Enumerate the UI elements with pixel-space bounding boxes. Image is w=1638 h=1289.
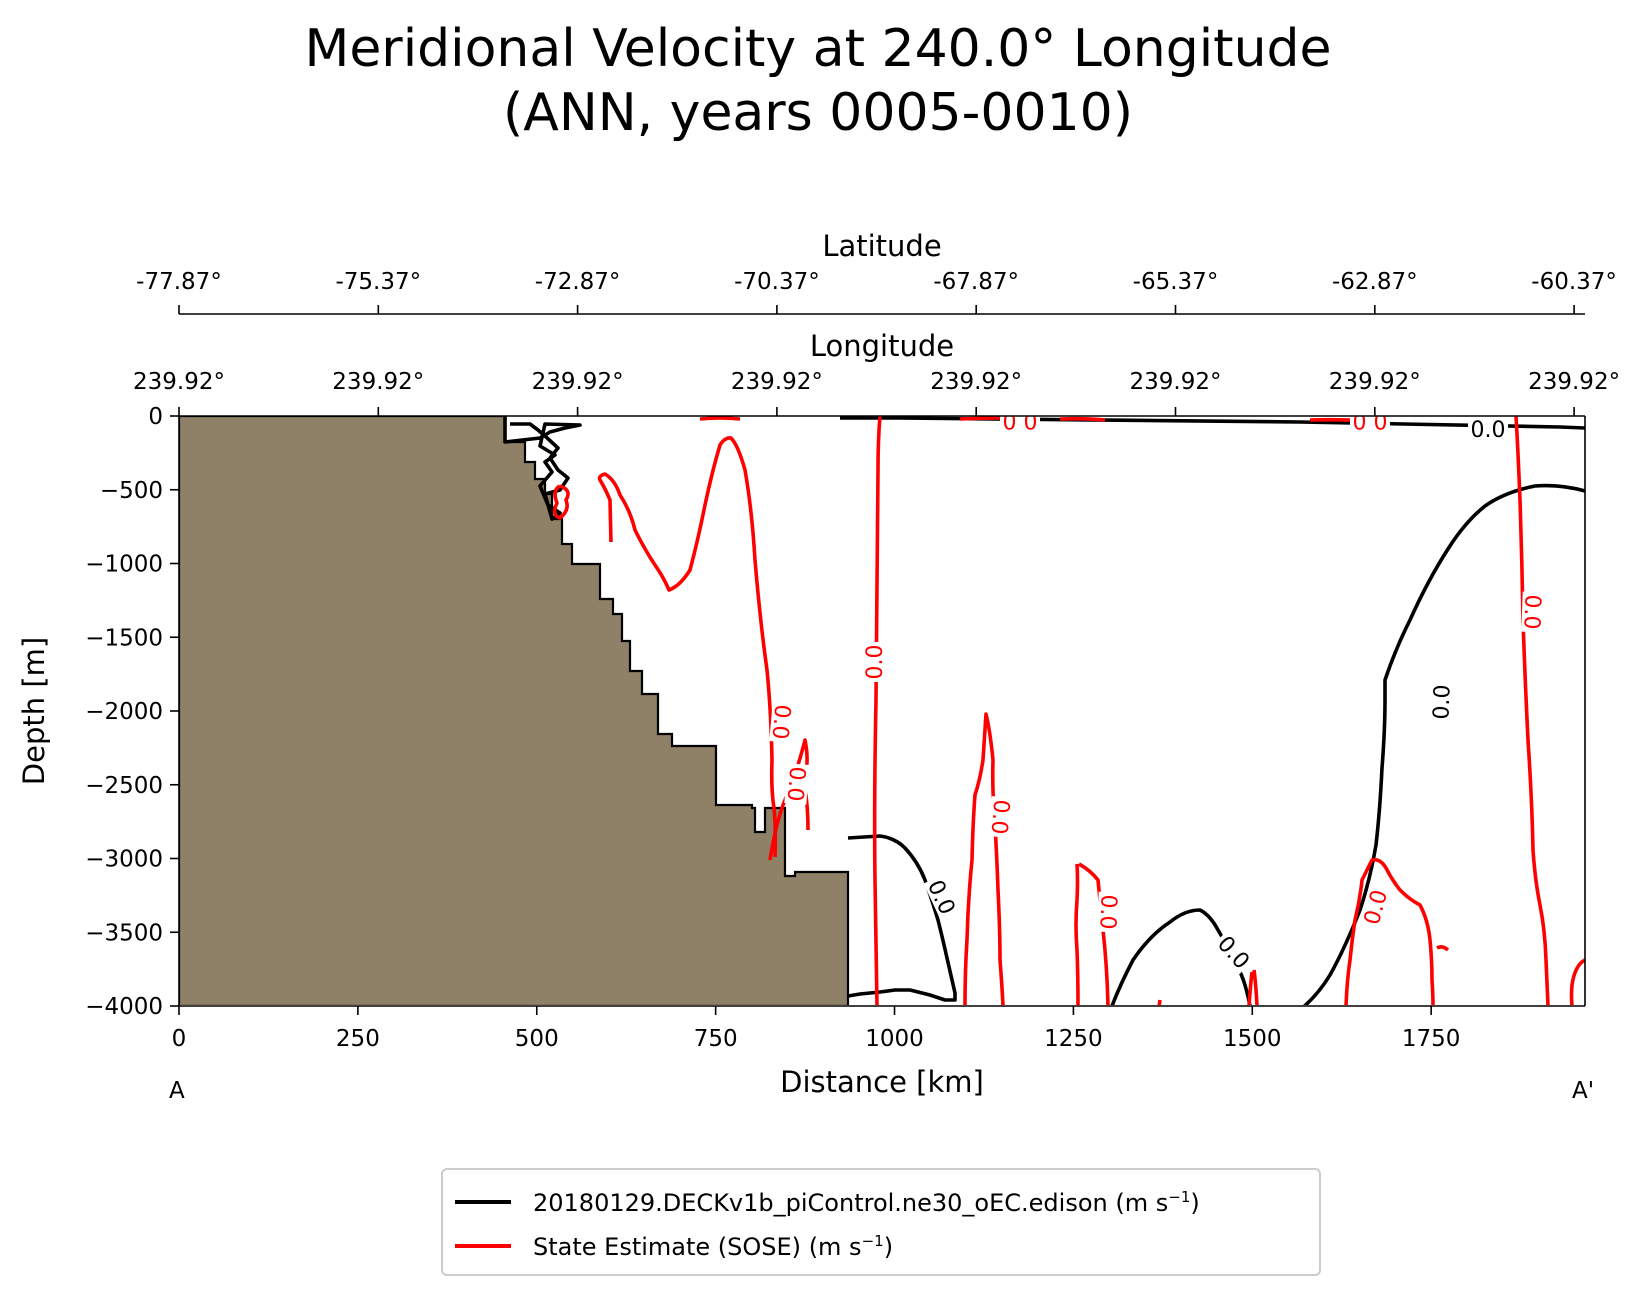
latitude-ticks: -77.87° -75.37° -72.87° -70.37° -67.87° -65.3… bbox=[136, 269, 1617, 314]
lon-tick-label: 239.92° bbox=[332, 369, 424, 395]
chart-title-line2: (ANN, years 0005-0010) bbox=[503, 83, 1133, 143]
lat-tick-label: -72.87° bbox=[535, 269, 621, 295]
y-tick-label: −4000 bbox=[85, 994, 163, 1020]
obs-contour-hump bbox=[597, 436, 778, 858]
x-tick-label: 0 bbox=[172, 1026, 187, 1052]
contour-label-bg bbox=[1429, 681, 1453, 723]
section-end-label: A' bbox=[1572, 1078, 1594, 1104]
contour-label-bg bbox=[1000, 416, 1040, 432]
contour-label: 0.0 bbox=[986, 798, 1014, 835]
lon-tick-label: 239.92° bbox=[532, 369, 624, 395]
x-tick-label: 1000 bbox=[865, 1026, 924, 1052]
lat-tick-label: -67.87° bbox=[933, 269, 1019, 295]
contour-label-bg bbox=[1097, 891, 1121, 933]
contour-label-bg bbox=[923, 874, 961, 920]
lon-tick-label: 239.92° bbox=[930, 369, 1022, 395]
section-start-label: A bbox=[169, 1078, 185, 1104]
x-tick-label: 1750 bbox=[1402, 1026, 1461, 1052]
longitude-axis-label: Longitude bbox=[810, 329, 954, 363]
legend-item-obs: State Estimate (SOSE) (m s−1) bbox=[455, 1228, 893, 1264]
contour-label: 0.0 bbox=[1094, 894, 1120, 930]
lon-tick-label: 239.92° bbox=[731, 369, 823, 395]
contour-label-bg bbox=[784, 763, 810, 805]
obs-contour-edge bbox=[1569, 958, 1585, 1005]
lat-tick-label: -62.87° bbox=[1332, 269, 1418, 295]
y-tick-label: −2000 bbox=[85, 699, 163, 725]
plot-area: 0.0 0.0 0.00.00.00.00.00.00.00.00.00.00.0 bbox=[179, 407, 1585, 1005]
contour-label-bg bbox=[1521, 591, 1545, 633]
obs-contour-finger-2 bbox=[1344, 857, 1435, 1005]
contour-label: 0.0 bbox=[782, 765, 810, 802]
legend-obs-label: State Estimate (SOSE) (m s−1) bbox=[533, 1231, 894, 1261]
model-contour-ridge bbox=[847, 834, 957, 1002]
x-tick-label: 750 bbox=[694, 1026, 738, 1052]
chart-title-line1: Meridional Velocity at 240.0° Longitude bbox=[304, 19, 1331, 79]
obs-contour-vertical-2 bbox=[1514, 416, 1550, 1005]
y-tick-label: −3500 bbox=[85, 920, 163, 946]
obs-contour-surface-3 bbox=[1059, 416, 1106, 422]
contour-label: 0.0 bbox=[767, 703, 795, 740]
lat-tick-label: -65.37° bbox=[1133, 269, 1219, 295]
lon-tick-label: 239.92° bbox=[133, 369, 225, 395]
obs-contour-vertical-1 bbox=[872, 416, 882, 1005]
contour-label: 0.0 bbox=[1212, 932, 1254, 975]
x-tick-label: 1500 bbox=[1223, 1026, 1282, 1052]
contour-label-bg bbox=[1359, 884, 1391, 930]
contour-label: 0.0 bbox=[1353, 407, 1388, 432]
y-tick-label: −500 bbox=[100, 478, 163, 504]
contour-label-bg bbox=[1350, 416, 1390, 432]
contour-labels: 0.0 0.0 0.00.00.00.00.00.00.00.00.00.00.0 bbox=[767, 407, 1545, 975]
y-axis-label: Depth [m] bbox=[17, 637, 51, 785]
longitude-ticks: 239.92° 239.92° 239.92° 239.92° 239.92° 239.9… bbox=[133, 369, 1620, 416]
contour-label: 0.0 bbox=[1518, 594, 1544, 630]
x-ticks: 0 250 500 750 1000 1250 1500 1750 bbox=[172, 1006, 1461, 1052]
obs-contour-shelf-loop bbox=[552, 484, 570, 520]
legend-model-label: 20180129.DECKv1b_piControl.ne30_oEC.edis… bbox=[533, 1187, 1200, 1217]
lat-tick-label: -77.87° bbox=[136, 269, 222, 295]
lat-tick-label: -75.37° bbox=[335, 269, 421, 295]
contour-label: 0.0 bbox=[863, 645, 888, 680]
x-tick-label: 500 bbox=[515, 1026, 559, 1052]
legend-item-model: 20180129.DECKv1b_piControl.ne30_oEC.edis… bbox=[455, 1184, 1200, 1220]
y-tick-label: −2500 bbox=[85, 773, 163, 799]
obs-contour-small-3 bbox=[1436, 945, 1450, 952]
latitude-axis-label: Latitude bbox=[822, 229, 941, 263]
y-tick-label: −3000 bbox=[85, 847, 163, 873]
lon-tick-label: 239.92° bbox=[1329, 369, 1421, 395]
contour-label: 0.0 bbox=[1471, 418, 1506, 443]
y-ticks: 0 −500 −1000 −1500 −2000 −2500 −3000 −3500 −4000 bbox=[85, 404, 179, 1020]
model-contour-shelf bbox=[503, 416, 582, 521]
legend-model-swatch bbox=[455, 1200, 511, 1204]
contour-label: 0.0 bbox=[1429, 684, 1455, 720]
y-tick-label: 0 bbox=[148, 404, 163, 430]
lat-tick-label: -60.37° bbox=[1531, 269, 1617, 295]
contour-label-bg bbox=[1468, 418, 1508, 440]
land-bathymetry bbox=[179, 416, 850, 1005]
contour-label-bg bbox=[863, 642, 885, 682]
lon-tick-label: 239.92° bbox=[1130, 369, 1222, 395]
contour-label-bg bbox=[769, 701, 795, 743]
obs-contour-finger-1 bbox=[1074, 862, 1110, 1005]
obs-contour-spike bbox=[963, 712, 1005, 1005]
legend-obs-swatch bbox=[455, 1244, 511, 1248]
y-tick-label: −1000 bbox=[85, 552, 163, 578]
contour-label-bg bbox=[1212, 929, 1256, 975]
obs-contour-small-2 bbox=[1247, 969, 1259, 1005]
y-tick-label: −1500 bbox=[85, 625, 163, 651]
contour-label-bg bbox=[988, 796, 1014, 838]
legend: 20180129.DECKv1b_piControl.ne30_oEC.edis… bbox=[441, 1168, 1321, 1276]
x-tick-label: 1250 bbox=[1044, 1026, 1103, 1052]
lon-tick-label: 239.92° bbox=[1528, 369, 1620, 395]
lat-tick-label: -70.37° bbox=[734, 269, 820, 295]
contour-label: 0.0 bbox=[1003, 407, 1038, 432]
obs-contour-surface-1 bbox=[699, 416, 741, 421]
x-tick-label: 250 bbox=[336, 1026, 380, 1052]
x-axis-label: Distance [km] bbox=[780, 1065, 984, 1099]
obs-contour-small-1 bbox=[1157, 999, 1162, 1005]
